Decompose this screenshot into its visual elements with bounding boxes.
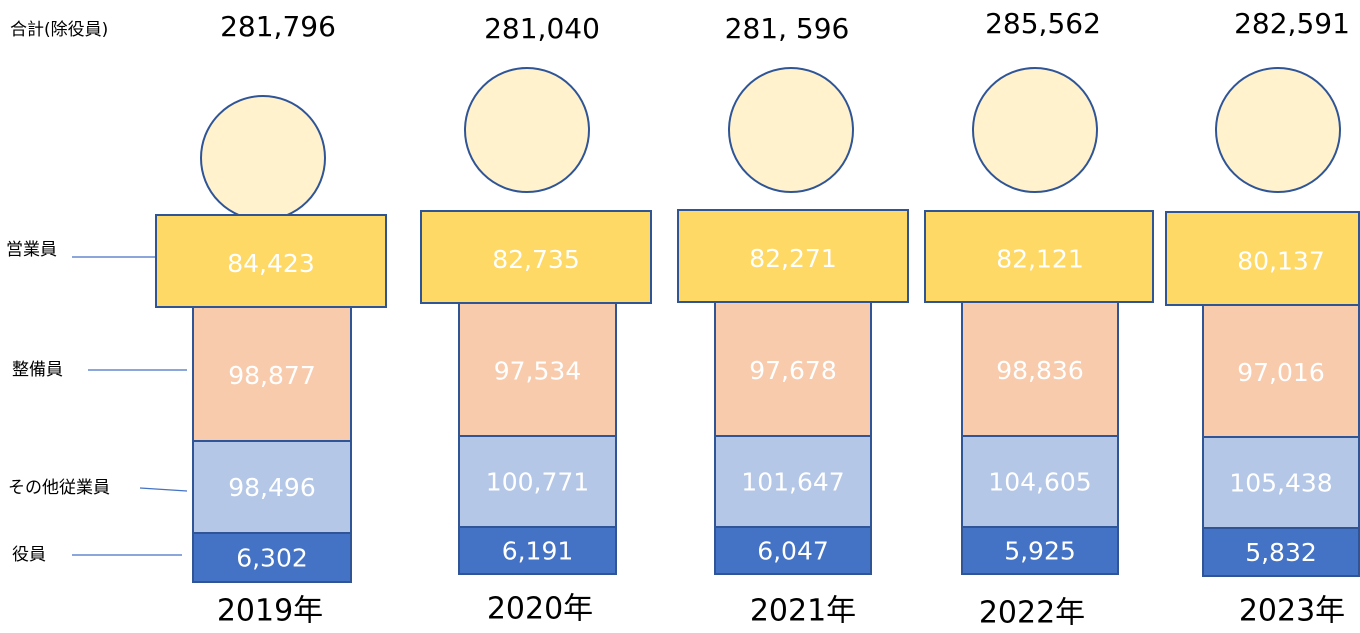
other-value: 98,496 [228,473,315,502]
maintenance-value: 97,678 [749,356,836,385]
sales-value: 82,121 [996,245,1083,274]
year: 2022年 [979,596,1085,631]
officers-value: 6,302 [236,544,308,573]
maintenance-label: 整備員 [12,360,63,380]
head [201,96,325,220]
officers-value: 6,191 [502,537,574,566]
officers-label: 役員 [12,545,46,565]
year: 2023年 [1239,594,1345,629]
officers-value: 5,832 [1245,538,1317,567]
officers-value: 6,047 [757,537,829,566]
maintenance-value: 98,877 [228,361,315,390]
other-value: 101,647 [741,468,844,497]
other-value: 104,605 [988,468,1091,497]
total-value: 281,040 [484,12,600,45]
maintenance-value: 97,016 [1237,358,1324,387]
year: 2021年 [750,594,856,629]
maintenance-value: 98,836 [996,356,1083,385]
sales-value: 82,735 [492,245,579,274]
officers-value: 5,925 [1004,537,1076,566]
sales-value: 84,423 [227,249,314,278]
year: 2020年 [487,592,593,627]
sales-label: 営業員 [6,240,57,260]
head [973,68,1097,192]
maintenance-value: 97,534 [494,357,581,386]
year: 2019年 [217,594,323,629]
infographic: 合計(除役員) 営業員 整備員 その他従業員 役員 281,796 84,423 9… [0,0,1360,633]
head [465,68,589,192]
total-label: 合計(除役員) [10,20,108,40]
head [729,68,853,192]
sales-value: 80,137 [1237,247,1324,276]
total-value: 281,796 [220,10,336,43]
total-value: 281, 596 [725,12,850,45]
total-value: 285,562 [985,7,1101,40]
other-value: 100,771 [486,468,589,497]
other-label: その他従業員 [8,478,110,498]
other-value: 105,438 [1229,469,1332,498]
total-value: 282,591 [1234,7,1350,40]
leader-line [140,488,187,491]
sales-value: 82,271 [749,244,836,273]
head [1216,68,1340,192]
